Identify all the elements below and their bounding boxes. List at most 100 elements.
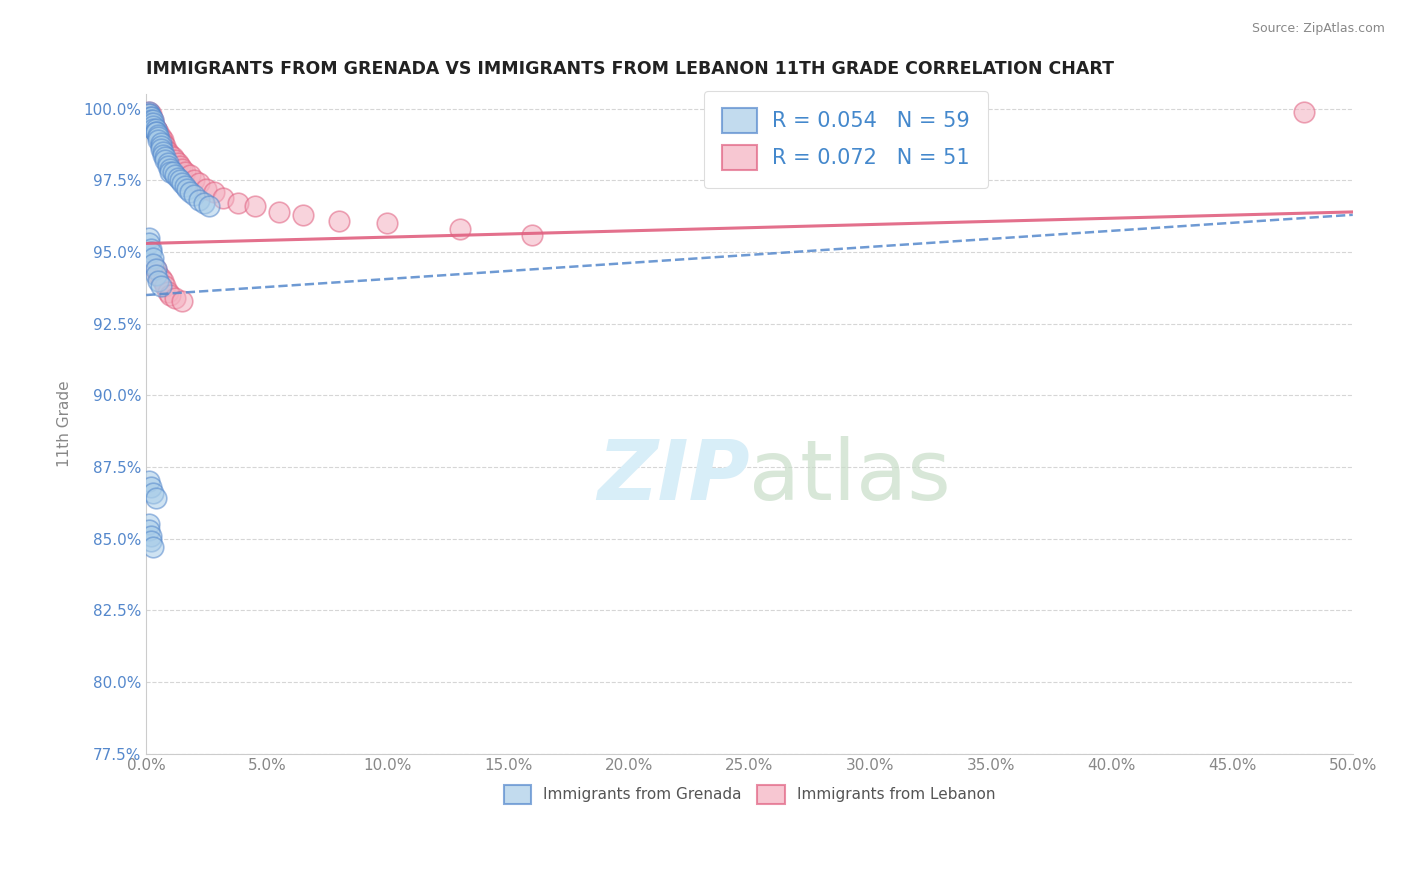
Point [152,145,174,159]
Point [142,113,165,128]
Point [156,145,179,159]
Point [172,161,194,176]
Point [243,199,266,213]
Point [173,179,195,194]
Point [139,107,162,121]
Point [267,205,290,219]
Point [202,185,225,199]
Point [148,133,170,147]
Point [138,104,160,119]
Point [139,113,162,128]
Point [139,113,162,128]
Point [142,256,165,270]
Point [149,142,172,156]
Point [179,185,201,199]
Point [142,485,165,500]
Point [212,191,235,205]
Point [449,222,471,236]
Point [195,182,218,196]
Point [139,529,162,543]
Point [159,147,181,161]
Point [142,116,165,130]
Point [138,107,160,121]
Point [183,187,205,202]
Point [138,104,160,119]
Point [183,173,205,187]
Point [149,133,172,147]
Point [139,242,162,256]
Point [169,173,191,187]
Point [166,156,188,170]
Point [172,176,194,190]
Point [149,136,172,150]
Point [162,151,184,165]
Point [162,165,184,179]
Point [149,270,172,285]
Point [145,125,167,139]
Point [149,130,172,145]
Point [142,113,165,128]
Point [173,165,195,179]
Point [145,125,167,139]
Point [159,288,181,302]
Point [226,196,249,211]
Point [138,475,160,489]
Point [138,236,160,251]
Point [159,161,181,176]
Point [155,153,177,168]
Point [292,208,315,222]
Point [142,121,165,136]
Point [139,534,162,549]
Point [166,170,188,185]
Text: ZIP: ZIP [596,436,749,517]
Point [169,159,191,173]
Point [138,107,160,121]
Point [155,279,177,293]
Point [149,139,172,153]
Point [142,119,165,133]
Point [138,523,160,537]
Point [148,130,170,145]
Point [148,128,170,142]
Point [142,260,165,274]
Point [139,111,162,125]
Point [138,107,160,121]
Point [145,262,167,277]
Point [139,245,162,260]
Point [145,121,167,136]
Y-axis label: 11th Grade: 11th Grade [58,381,72,467]
Point [145,491,167,506]
Point [139,111,162,125]
Point [142,251,165,265]
Text: atlas: atlas [749,436,952,517]
Point [138,230,160,244]
Text: Source: ZipAtlas.com: Source: ZipAtlas.com [1251,22,1385,36]
Point [156,159,179,173]
Point [152,274,174,288]
Point [148,125,170,139]
Point [148,268,170,282]
Point [148,274,170,288]
Point [522,227,544,242]
Point [145,262,167,277]
Point [142,540,165,554]
Point [377,216,399,230]
Point [165,168,187,182]
Point [145,268,167,282]
Point [138,517,160,532]
Point [188,194,211,208]
Point [156,285,179,300]
Point [148,128,170,142]
Point [176,182,198,196]
Point [139,111,162,125]
Legend: Immigrants from Grenada, Immigrants from Lebanon: Immigrants from Grenada, Immigrants from… [496,777,1002,812]
Point [165,291,187,305]
Point [155,139,177,153]
Point [1294,104,1316,119]
Point [198,199,221,213]
Point [152,147,174,161]
Point [172,293,194,308]
Point [179,168,201,182]
Point [145,121,167,136]
Point [142,116,165,130]
